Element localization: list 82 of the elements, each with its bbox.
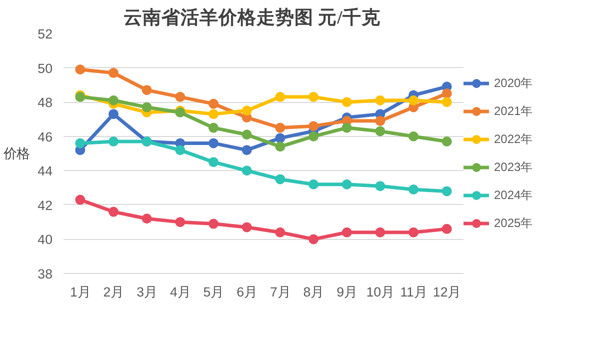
point [275, 133, 286, 144]
point [442, 224, 452, 234]
point [108, 95, 118, 106]
point [242, 130, 252, 140]
point [275, 122, 286, 133]
y-tick-label: 52 [38, 26, 53, 42]
point [442, 97, 452, 108]
point [308, 179, 318, 190]
x-tick-label: 8月 [303, 284, 324, 300]
point [375, 95, 386, 106]
point [208, 109, 218, 120]
point [275, 174, 286, 184]
point [442, 88, 452, 98]
point [142, 102, 152, 112]
legend-label: 2020年 [494, 74, 533, 92]
point [75, 64, 86, 74]
point [75, 194, 86, 205]
point [108, 206, 118, 217]
point [375, 126, 386, 136]
point [108, 136, 118, 146]
x-tick-label: 3月 [136, 284, 158, 300]
point [242, 222, 252, 232]
legend-label: 2021年 [494, 102, 533, 120]
point [108, 68, 118, 78]
x-tick-label: 12月 [432, 284, 461, 300]
point [242, 106, 252, 116]
point [442, 186, 452, 196]
point [108, 109, 118, 120]
x-tick-label: 9月 [336, 284, 358, 300]
x-tick-label: 1月 [70, 284, 90, 300]
y-tick-label: 46 [38, 129, 53, 144]
point [208, 138, 218, 148]
point [342, 179, 352, 190]
legend-label: 2024年 [494, 186, 533, 204]
legend-label: 2022年 [494, 130, 533, 148]
y-tick-label: 48 [38, 95, 53, 110]
point [342, 122, 352, 133]
point [208, 218, 218, 229]
point [242, 145, 252, 156]
point [142, 85, 152, 96]
point [408, 227, 418, 238]
point [242, 166, 252, 176]
x-tick-label: 10月 [366, 284, 394, 300]
point [142, 214, 152, 224]
point [175, 145, 186, 156]
y-axis-title: 价格 [2, 146, 30, 161]
point [308, 121, 318, 132]
legend-label: 2025年 [494, 214, 533, 232]
chart-title: 云南省活羊价格走势图 元/千克 [123, 6, 380, 28]
point [408, 131, 418, 142]
y-tick-label: 44 [38, 164, 54, 179]
point [408, 184, 418, 194]
y-tick-label: 42 [38, 198, 53, 213]
point [275, 227, 286, 238]
point [342, 227, 352, 238]
x-tick-label: 7月 [270, 284, 290, 300]
point [275, 142, 286, 152]
point [175, 217, 186, 228]
point [442, 136, 452, 146]
x-tick-label: 6月 [236, 284, 258, 300]
point [208, 122, 218, 133]
point [308, 131, 318, 142]
x-tick-label: 2月 [103, 284, 124, 300]
point [375, 116, 386, 126]
point [308, 234, 318, 244]
y-tick-label: 40 [38, 232, 53, 248]
point [208, 157, 218, 168]
y-tick-label: 38 [38, 266, 53, 282]
point [308, 92, 318, 102]
point [208, 98, 218, 109]
point [408, 95, 418, 106]
point [275, 92, 286, 102]
x-tick-label: 4月 [170, 284, 190, 300]
legend-label: 2023年 [494, 158, 533, 176]
point [375, 227, 386, 238]
point [175, 92, 186, 102]
y-tick-label: 50 [38, 60, 53, 76]
x-tick-label: 5月 [203, 284, 224, 300]
point [342, 97, 352, 108]
point [375, 181, 386, 192]
point [75, 138, 86, 148]
x-tick-label: 11月 [400, 284, 427, 300]
